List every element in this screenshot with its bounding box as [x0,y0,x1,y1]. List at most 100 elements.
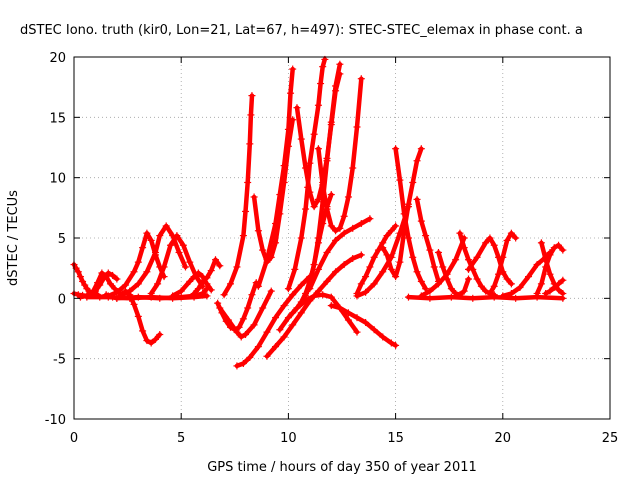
x-axis-label: GPS time / hours of day 350 of year 2011 [207,460,477,475]
data-point [404,293,412,301]
data-point [434,280,442,288]
data-point [239,315,247,323]
data-point [139,327,147,335]
data-point [370,253,378,261]
data-point [74,268,82,276]
data-point [464,275,472,283]
data-point [244,178,252,186]
axis-ticks [73,56,611,420]
data-point [89,287,97,295]
data-point [310,130,318,138]
series-31 [436,250,471,297]
data-point [495,270,503,278]
data-point [263,352,271,360]
data-point [464,265,472,273]
data-point [280,333,288,341]
data-point [250,193,258,201]
data-point [387,227,395,235]
data-point [306,188,314,196]
data-point [503,275,511,283]
data-point [302,205,310,213]
data-point [297,135,305,143]
data-point [203,274,211,282]
y-tick-label: -5 [53,353,66,368]
data-point [289,321,297,329]
data-point [121,281,129,289]
data-point [486,234,494,242]
data-point [332,82,340,90]
data-point [353,123,361,131]
data-point [473,253,481,261]
data-point [293,304,301,312]
gridlines [74,57,610,419]
series-5 [118,223,188,297]
data-point [314,265,322,273]
y-tick-label: 5 [58,232,66,247]
data-point [306,285,314,293]
data-point [106,280,114,288]
data-point [276,326,284,334]
data-point [224,316,232,324]
data-point [374,246,382,254]
data-point [327,191,335,199]
data-point [533,293,541,301]
chart-title: dSTEC Iono. truth (kir0, Lon=21, Lat=67,… [20,23,583,38]
y-tick-labels: -10 -5 0 5 10 15 20 [45,51,66,428]
x-tick-label: 10 [280,431,297,446]
series-7 [170,270,214,299]
data-point [409,178,417,186]
data-point [317,80,325,88]
y-tick-label: 10 [49,172,66,187]
data-point [353,292,361,300]
data-point [81,281,89,289]
data-point [166,241,174,249]
data-point [447,285,455,293]
data-point [473,275,481,283]
data-point [246,353,254,361]
data-point [216,304,224,312]
data-point [327,222,335,230]
data-point [147,236,155,244]
data-point [216,262,224,270]
data-point [233,328,241,336]
data-point [254,343,262,351]
data-point [344,309,352,317]
data-point [109,271,117,279]
data-point [332,227,340,235]
data-point [156,331,164,339]
data-point [546,270,554,278]
data-point [340,229,348,237]
data-point [379,268,387,276]
data-point [464,256,472,264]
series-13 [234,274,313,369]
series-15 [256,66,295,289]
data-point [460,287,468,295]
x-tick-label: 0 [70,431,78,446]
data-point [512,294,520,302]
data-point [370,280,378,288]
data-point [387,265,395,273]
data-point [280,302,288,310]
data-point [306,159,314,167]
data-point [207,286,215,294]
data-point [362,273,370,281]
data-point [242,207,250,215]
data-point [490,293,498,301]
data-point [247,111,255,119]
data-point [194,269,202,277]
data-point [212,256,220,264]
data-point [379,333,387,341]
data-point [323,157,331,165]
data-point [490,282,498,290]
data-point [214,299,222,307]
data-point [254,227,262,235]
series-30 [419,235,467,299]
data-point [272,220,280,228]
data-point [392,222,400,230]
data-point [383,251,391,259]
data-point [254,282,262,290]
data-point [175,248,183,256]
data-point [94,279,102,287]
data-point [263,256,271,264]
data-point [443,275,451,283]
